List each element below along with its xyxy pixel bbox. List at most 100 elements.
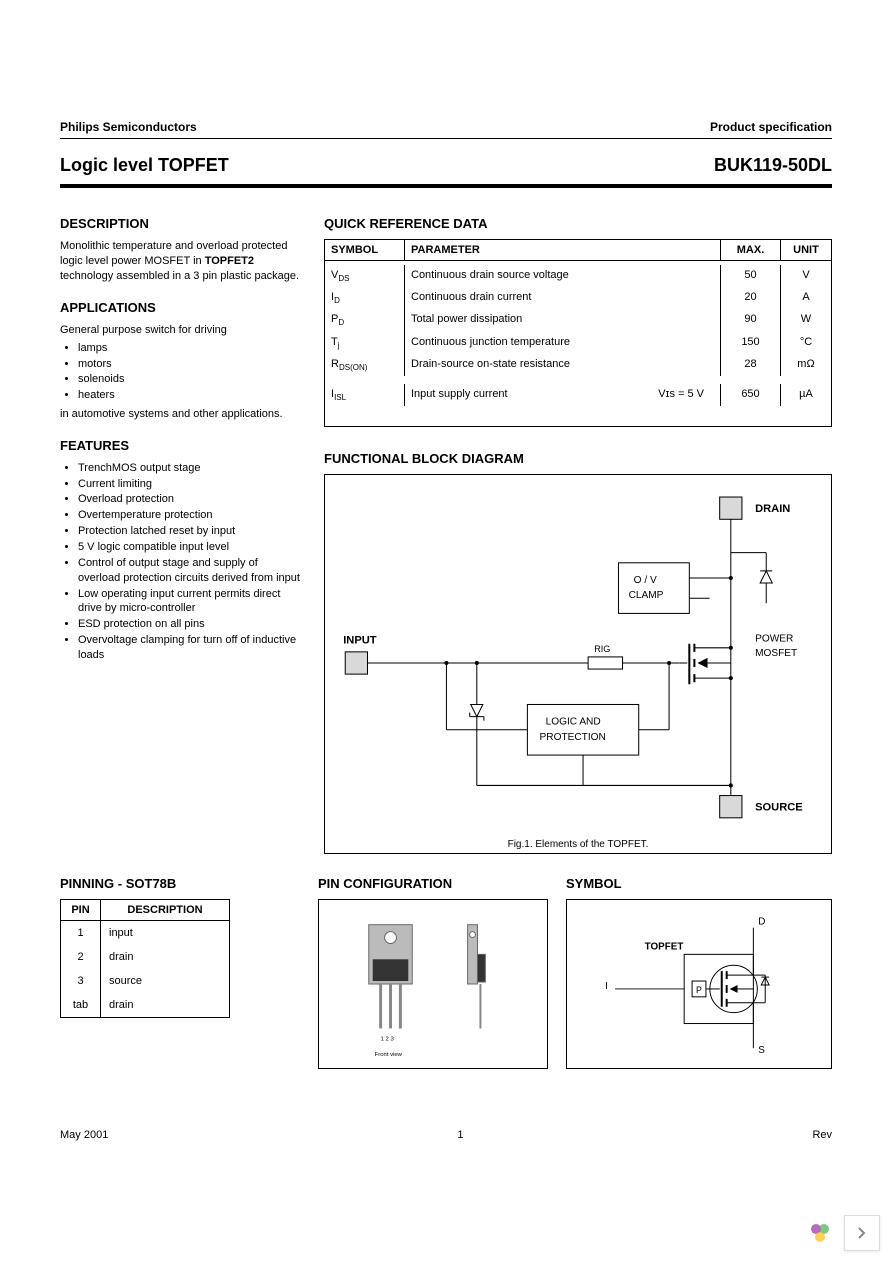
pin-num: 3 [61, 969, 101, 993]
mosfet-label: MOSFET [755, 648, 797, 659]
feature-item: Protection latched reset by input [78, 524, 300, 539]
logic1-label: LOGIC AND [546, 717, 601, 728]
sub: D [334, 296, 340, 305]
max: 150 [721, 332, 781, 354]
header-row: Philips Semiconductors Product specifica… [60, 120, 832, 139]
feature-item: TrenchMOS output stage [78, 461, 300, 476]
next-page-button[interactable] [844, 1215, 880, 1251]
qr-body: V DS Continuous drain source voltage 50 V… [325, 261, 831, 426]
symbol-box: TOPFET D I S [566, 899, 832, 1069]
cond: Vɪs = 5 V [658, 388, 704, 400]
description-text: Monolithic temperature and overload prot… [60, 239, 300, 284]
sub: DS [338, 274, 349, 283]
block-heading: FUNCTIONAL BLOCK DIAGRAM [324, 451, 832, 466]
qr-col-symbol: SYMBOL [325, 240, 405, 260]
pin-table: PIN DESCRIPTION 1input 2drain 3source ta… [60, 899, 230, 1018]
pin-num: 1 [61, 921, 101, 945]
s-label: S [758, 1045, 765, 1056]
pinconfig-heading: PIN CONFIGURATION [318, 876, 548, 891]
feature-item: Overtemperature protection [78, 508, 300, 523]
pinconfig-section: PIN CONFIGURATION 1 2 3 Front view [318, 876, 548, 1069]
footer-page: 1 [457, 1129, 463, 1141]
max: 90 [721, 309, 781, 331]
features-list: TrenchMOS output stage Current limiting … [78, 461, 300, 663]
pin-head: PIN DESCRIPTION [61, 900, 229, 921]
unit: µA [781, 384, 831, 406]
qr-col-parameter: PARAMETER [405, 240, 721, 260]
doc-type: Product specification [710, 120, 832, 134]
chevron-right-icon [856, 1227, 868, 1239]
param: Continuous drain source voltage [405, 265, 721, 287]
symbol-section: SYMBOL TOPFET D I S [566, 876, 832, 1069]
qr-table: SYMBOL PARAMETER MAX. UNIT V DS Continuou… [324, 239, 832, 427]
pin-col-desc: DESCRIPTION [101, 900, 229, 920]
bottom-row: PINNING - SOT78B PIN DESCRIPTION 1input … [60, 876, 832, 1069]
unit: W [781, 309, 831, 331]
qr-row: Tj Continuous junction temperature 150 °… [325, 332, 831, 354]
pin-desc: drain [101, 993, 229, 1017]
param: Continuous junction temperature [405, 332, 721, 354]
applications-heading: APPLICATIONS [60, 300, 300, 315]
sym: R [331, 358, 339, 370]
right-column: QUICK REFERENCE DATA SYMBOL PARAMETER MA… [324, 216, 832, 854]
block-diagram: DRAIN INPUT SOURCE O / V CLAMP [324, 474, 832, 854]
pinconfig-box: 1 2 3 Front view [318, 899, 548, 1069]
diagram-caption: Fig.1. Elements of the TOPFET. [325, 839, 831, 850]
sub: j [338, 341, 340, 350]
unit: V [781, 265, 831, 287]
qr-heading: QUICK REFERENCE DATA [324, 216, 832, 231]
max: 650 [721, 384, 781, 406]
feature-item: Overvoltage clamping for turn off of ind… [78, 633, 300, 663]
feature-item: ESD protection on all pins [78, 617, 300, 632]
features-heading: FEATURES [60, 438, 300, 453]
ov-label: O / V [634, 575, 657, 586]
unit: °C [781, 332, 831, 354]
left-column: DESCRIPTION Monolithic temperature and o… [60, 216, 300, 854]
param: Total power dissipation [405, 309, 721, 331]
symbol-svg: TOPFET D I S [567, 900, 831, 1068]
sym: T [331, 336, 338, 348]
unit: A [781, 287, 831, 309]
param: Input supply current [411, 388, 508, 400]
qr-row: PD Total power dissipation 90 W [325, 309, 831, 331]
symbol-heading: SYMBOL [566, 876, 832, 891]
description-heading: DESCRIPTION [60, 216, 300, 231]
rig-label: RIG [594, 644, 610, 654]
main-columns: DESCRIPTION Monolithic temperature and o… [60, 216, 832, 854]
power-label: POWER [755, 634, 793, 645]
viewer-logo-icon [802, 1215, 838, 1251]
pin-num: 2 [61, 945, 101, 969]
input-label: INPUT [343, 635, 377, 647]
feature-item: Overload protection [78, 492, 300, 507]
pin-row: tabdrain [61, 993, 229, 1017]
unit: mΩ [781, 354, 831, 376]
sub: ISL [334, 393, 346, 402]
app-item: heaters [78, 388, 300, 403]
part-number: BUK119-50DL [714, 155, 832, 176]
qr-header-row: SYMBOL PARAMETER MAX. UNIT [325, 240, 831, 261]
qr-col-max: MAX. [721, 240, 781, 260]
app-item: lamps [78, 341, 300, 356]
topfet-label: TOPFET [645, 942, 684, 953]
d-label: D [758, 917, 765, 928]
app-item: motors [78, 357, 300, 372]
feature-item: 5 V logic compatible input level [78, 540, 300, 555]
pin-desc: drain [101, 945, 229, 969]
app-item: solenoids [78, 372, 300, 387]
clamp-label: CLAMP [629, 590, 664, 601]
block-diagram-svg: DRAIN INPUT SOURCE O / V CLAMP [325, 475, 831, 853]
sub: DS(ON) [339, 363, 367, 372]
pin-row: 3source [61, 969, 229, 993]
qr-row: VDS Continuous drain source voltage 50 V [325, 265, 831, 287]
max: 50 [721, 265, 781, 287]
pin-col-pin: PIN [61, 900, 101, 920]
param: Continuous drain current [405, 287, 721, 309]
pin-desc: input [101, 921, 229, 945]
max: 20 [721, 287, 781, 309]
sub: D [338, 319, 344, 328]
param-with-cond: Input supply current Vɪs = 5 V [405, 384, 721, 406]
i-label: I [605, 981, 608, 992]
feature-item: Current limiting [78, 477, 300, 492]
qr-row: IISL Input supply currentVɪs = 5 V 650 µ… [325, 384, 831, 406]
qr-row: RDS(ON) Drain-source on-state resistance… [325, 354, 831, 376]
